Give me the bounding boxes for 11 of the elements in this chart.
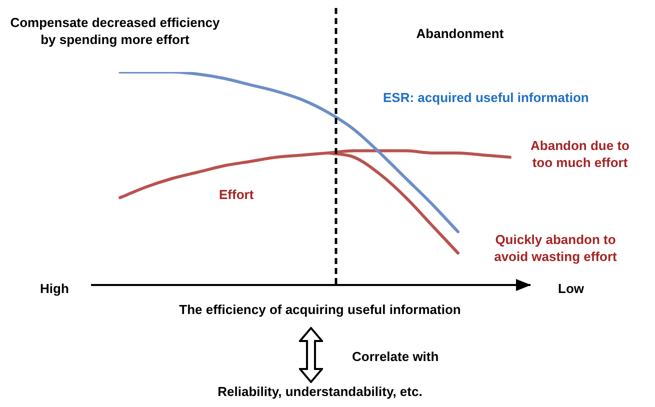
text: Low bbox=[558, 280, 585, 297]
series-label: Effort bbox=[219, 186, 255, 203]
series-label: Abandon due to too much effort bbox=[530, 137, 630, 171]
text: Correlate with bbox=[352, 348, 440, 365]
x-axis-title: The efficiency of acquiring useful information bbox=[178, 301, 462, 318]
text: High bbox=[40, 280, 70, 297]
text: Compensate decreased efficiency by spending more effort bbox=[9, 14, 221, 48]
text: Reliability, understandability, etc. bbox=[216, 383, 424, 400]
text: ESR: acquired useful information bbox=[383, 89, 590, 106]
text: Quickly abandon to avoid wasting effort bbox=[493, 231, 618, 265]
text: Abandonment bbox=[415, 25, 505, 42]
